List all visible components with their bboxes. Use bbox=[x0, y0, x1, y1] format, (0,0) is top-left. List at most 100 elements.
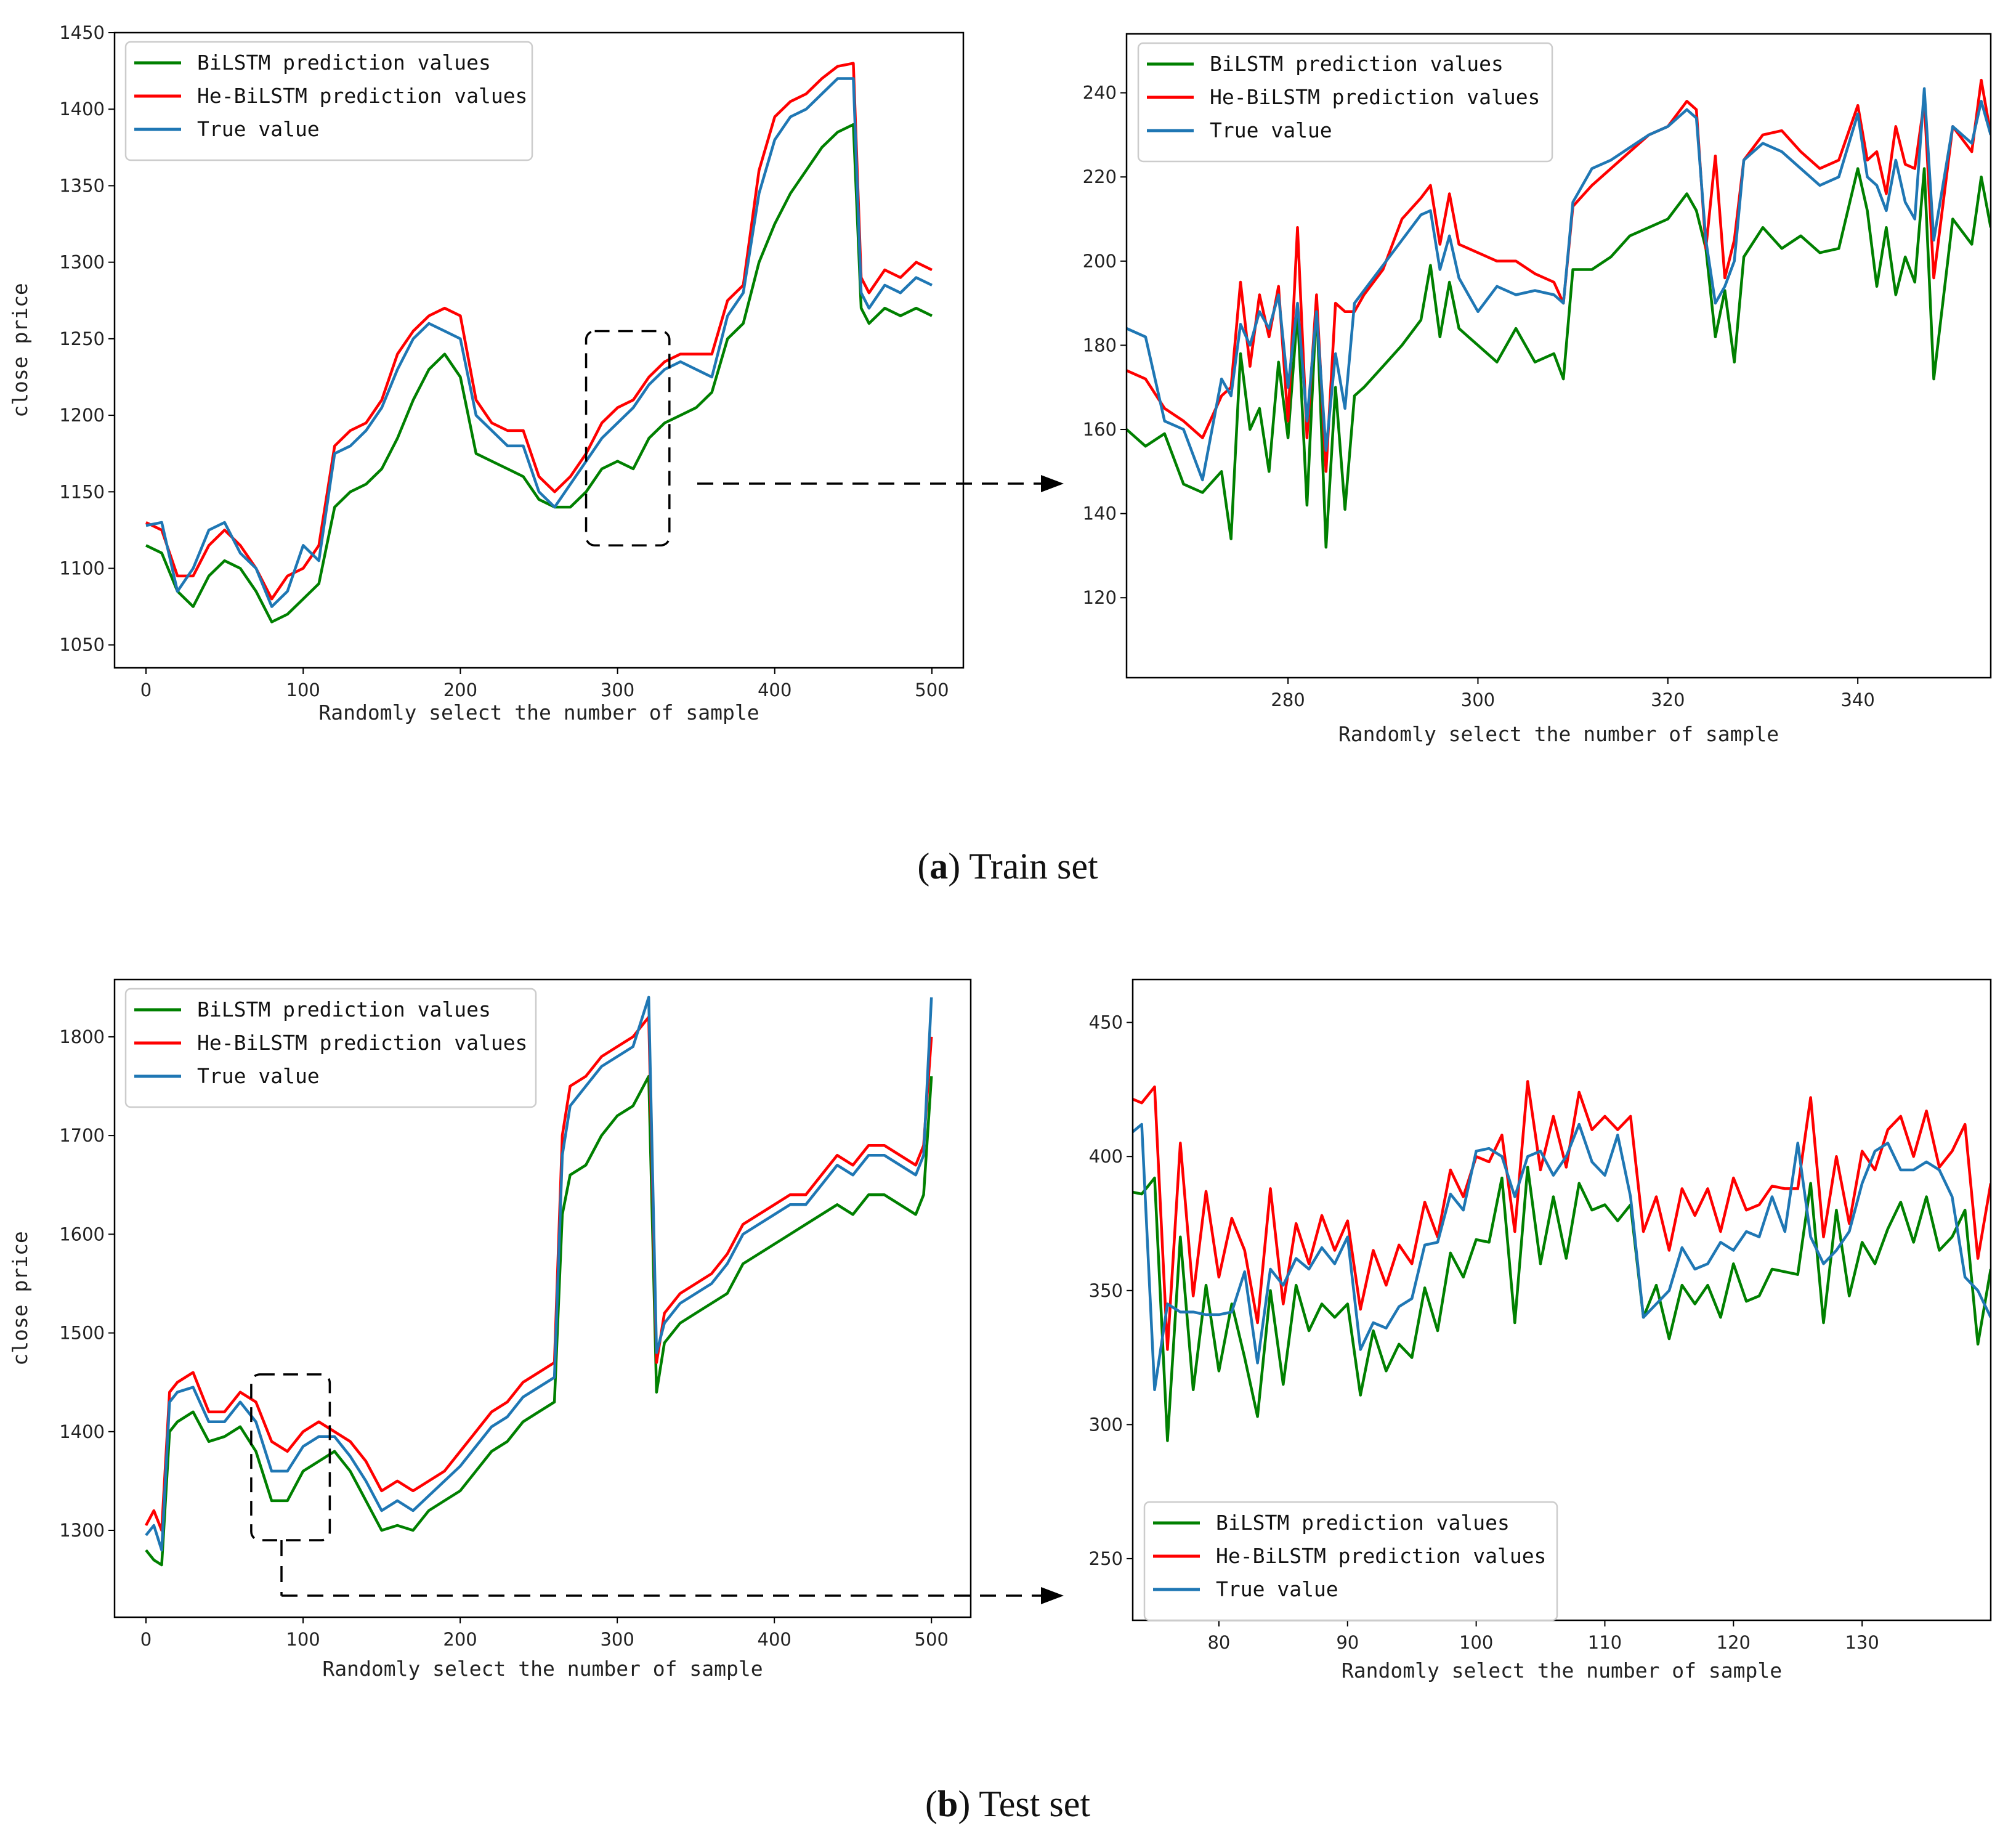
train-zoom-axes-frame bbox=[1125, 33, 1992, 679]
test-zoom-axes-frame bbox=[1131, 978, 1992, 1622]
caption-a: (a) Train set bbox=[917, 846, 1098, 887]
train-zoom-panel: 280 300 320 340 120 140 160 180 200 220 240 Randoml… bbox=[1083, 33, 1992, 746]
train-zoom-ytick-label: 200 bbox=[1083, 251, 1117, 272]
train-zoom-plot-area bbox=[1127, 78, 1991, 549]
train-full-legend: BiLSTM prediction values He-BiLSTM predic… bbox=[124, 41, 533, 161]
train-full-xtick-label: 300 bbox=[601, 680, 634, 700]
train-zoom-legend-frame bbox=[1137, 42, 1553, 163]
test-full-zoom-box bbox=[250, 1373, 331, 1541]
test-zoom-ytick-label: 450 bbox=[1089, 1012, 1123, 1033]
test-zoom-xtick-label: 100 bbox=[1459, 1632, 1493, 1653]
test-zoom-legend: BiLSTM prediction values He-BiLSTM predic… bbox=[1143, 1501, 1558, 1622]
train-zoom-xtick-label: 280 bbox=[1271, 689, 1305, 710]
train-zoom-ytick-label: 160 bbox=[1083, 419, 1117, 440]
train-full-ytick-label: 1250 bbox=[59, 328, 105, 349]
test-full-legend: BiLSTM prediction values He-BiLSTM predic… bbox=[124, 988, 537, 1108]
train-zoom-xlabel: Randomly select the number of sample bbox=[1338, 722, 1779, 746]
test-zoom-xtick-label: 130 bbox=[1845, 1632, 1879, 1653]
train-zoom-legend: BiLSTM prediction values He-BiLSTM predic… bbox=[1137, 42, 1553, 163]
train-zoom-legend-label-he-bilstm: He-BiLSTM prediction values bbox=[1210, 85, 1540, 109]
train-zoom-series-true-value-line bbox=[1127, 87, 1991, 482]
train-zoom-ytick-label: 240 bbox=[1083, 83, 1117, 104]
caption-b-text: Test set bbox=[979, 1784, 1090, 1824]
caption-b: (b) Test set bbox=[925, 1784, 1090, 1824]
train-full-ytick-label: 1100 bbox=[59, 558, 105, 579]
test-zoom-panel: 80 90 100 110 120 130 250 300 350 400 450 Randomly … bbox=[1089, 978, 1992, 1683]
test-full-series-he-bilstm-line bbox=[145, 1015, 933, 1532]
train-zoom-xtick-label: 340 bbox=[1840, 689, 1874, 710]
train-full-axes-frame bbox=[113, 31, 965, 669]
test-zoom-xtick-label: 110 bbox=[1588, 1632, 1622, 1653]
test-full-legend-label-bilstm: BiLSTM prediction values bbox=[197, 997, 491, 1021]
caption-b-letter: b bbox=[937, 1784, 958, 1824]
caption-a-letter: a bbox=[929, 846, 948, 887]
train-full-xlabel: Randomly select the number of sample bbox=[318, 700, 759, 725]
test-zoom-xtick-label: 90 bbox=[1336, 1632, 1359, 1653]
test-zoom-legend-frame bbox=[1143, 1501, 1558, 1622]
test-zoom-ytick-label: 250 bbox=[1089, 1548, 1123, 1569]
train-full-series-true-value-line bbox=[145, 77, 933, 608]
test-full-ytick-label: 1600 bbox=[59, 1224, 105, 1244]
train-full-legend-label-bilstm: BiLSTM prediction values bbox=[197, 51, 491, 75]
test-zoom-xtick-label: 80 bbox=[1207, 1632, 1230, 1653]
train-full-xtick-label: 200 bbox=[443, 680, 477, 700]
test-full-ytick-label: 1400 bbox=[59, 1421, 105, 1442]
train-zoom-xtick-label: 300 bbox=[1461, 689, 1495, 710]
test-zoom-series-true-value-line bbox=[1133, 1123, 1991, 1392]
train-full-xtick-label: 400 bbox=[758, 680, 791, 700]
train-full-ytick-label: 1300 bbox=[59, 252, 105, 273]
test-full-legend-label-he-bilstm: He-BiLSTM prediction values bbox=[197, 1031, 527, 1055]
train-full-series-he-bilstm-line bbox=[145, 62, 933, 601]
train-full-ytick-label: 1350 bbox=[59, 175, 105, 196]
test-full-xtick-label: 200 bbox=[443, 1629, 477, 1650]
train-zoom-series-he-bilstm-line bbox=[1127, 78, 1991, 473]
test-zoom-legend-label-bilstm: BiLSTM prediction values bbox=[1216, 1511, 1510, 1535]
test-zoom-ytick-label: 400 bbox=[1089, 1146, 1123, 1167]
test-full-ytick-label: 1300 bbox=[59, 1520, 105, 1541]
test-full-legend-label-true-value: True value bbox=[197, 1064, 320, 1088]
train-full-ytick-label: 1200 bbox=[59, 405, 105, 426]
test-zoom-ytick-label: 350 bbox=[1089, 1280, 1123, 1301]
test-connector-arrowhead bbox=[1041, 1587, 1064, 1604]
train-full-ytick-label: 1450 bbox=[59, 22, 105, 43]
test-full-ylabel: close price bbox=[8, 1231, 32, 1366]
train-full-xtick-label: 0 bbox=[140, 680, 152, 700]
train-full-ytick-label: 1400 bbox=[59, 99, 105, 120]
test-zoom-legend-label-true-value: True value bbox=[1216, 1577, 1338, 1601]
train-zoom-ytick-label: 180 bbox=[1083, 335, 1117, 355]
train-zoom-ytick-label: 140 bbox=[1083, 503, 1117, 524]
test-full-panel: 0 100 200 300 400 500 1300 1400 1500 1600 1700 1800… bbox=[8, 978, 972, 1681]
train-zoom-ytick-label: 120 bbox=[1083, 587, 1117, 608]
test-zoom-ytick-label: 300 bbox=[1089, 1414, 1123, 1435]
train-full-zoom-box bbox=[585, 330, 671, 547]
test-zoom-legend-label-he-bilstm: He-BiLSTM prediction values bbox=[1216, 1544, 1546, 1568]
train-zoom-series-bilstm-line bbox=[1127, 167, 1991, 549]
test-full-plot-area bbox=[145, 996, 933, 1567]
test-full-ytick-label: 1800 bbox=[59, 1026, 105, 1047]
train-full-legend-frame bbox=[124, 41, 533, 161]
test-zoom-series-bilstm-line bbox=[1133, 1166, 1991, 1442]
test-zoom-connector bbox=[280, 1540, 1064, 1604]
test-full-xlabel: Randomly select the number of sample bbox=[322, 1657, 763, 1681]
test-full-ytick-label: 1700 bbox=[59, 1125, 105, 1146]
test-full-axes-frame bbox=[113, 978, 972, 1618]
test-zoom-plot-area bbox=[1133, 1080, 1991, 1442]
train-connector-arrowhead bbox=[1041, 475, 1064, 492]
test-full-legend-frame bbox=[124, 988, 537, 1108]
test-full-xtick-label: 100 bbox=[286, 1629, 320, 1650]
test-full-xtick-label: 0 bbox=[140, 1629, 152, 1650]
test-full-xtick-label: 500 bbox=[915, 1629, 949, 1650]
train-full-plot-area bbox=[145, 62, 933, 623]
train-full-legend-label-true-value: True value bbox=[197, 117, 320, 141]
train-zoom-ytick-label: 220 bbox=[1083, 166, 1117, 187]
train-full-legend-label-he-bilstm: He-BiLSTM prediction values bbox=[197, 84, 527, 108]
test-zoom-xlabel: Randomly select the number of sample bbox=[1342, 1658, 1782, 1683]
test-full-xtick-label: 400 bbox=[758, 1629, 791, 1650]
test-zoom-xtick-label: 120 bbox=[1717, 1632, 1751, 1653]
train-full-ylabel: close price bbox=[8, 283, 32, 418]
test-full-ytick-label: 1500 bbox=[59, 1323, 105, 1344]
train-zoom-legend-label-true-value: True value bbox=[1210, 118, 1332, 142]
caption-a-text: Train set bbox=[969, 846, 1098, 887]
train-full-series-bilstm-line bbox=[145, 123, 933, 623]
